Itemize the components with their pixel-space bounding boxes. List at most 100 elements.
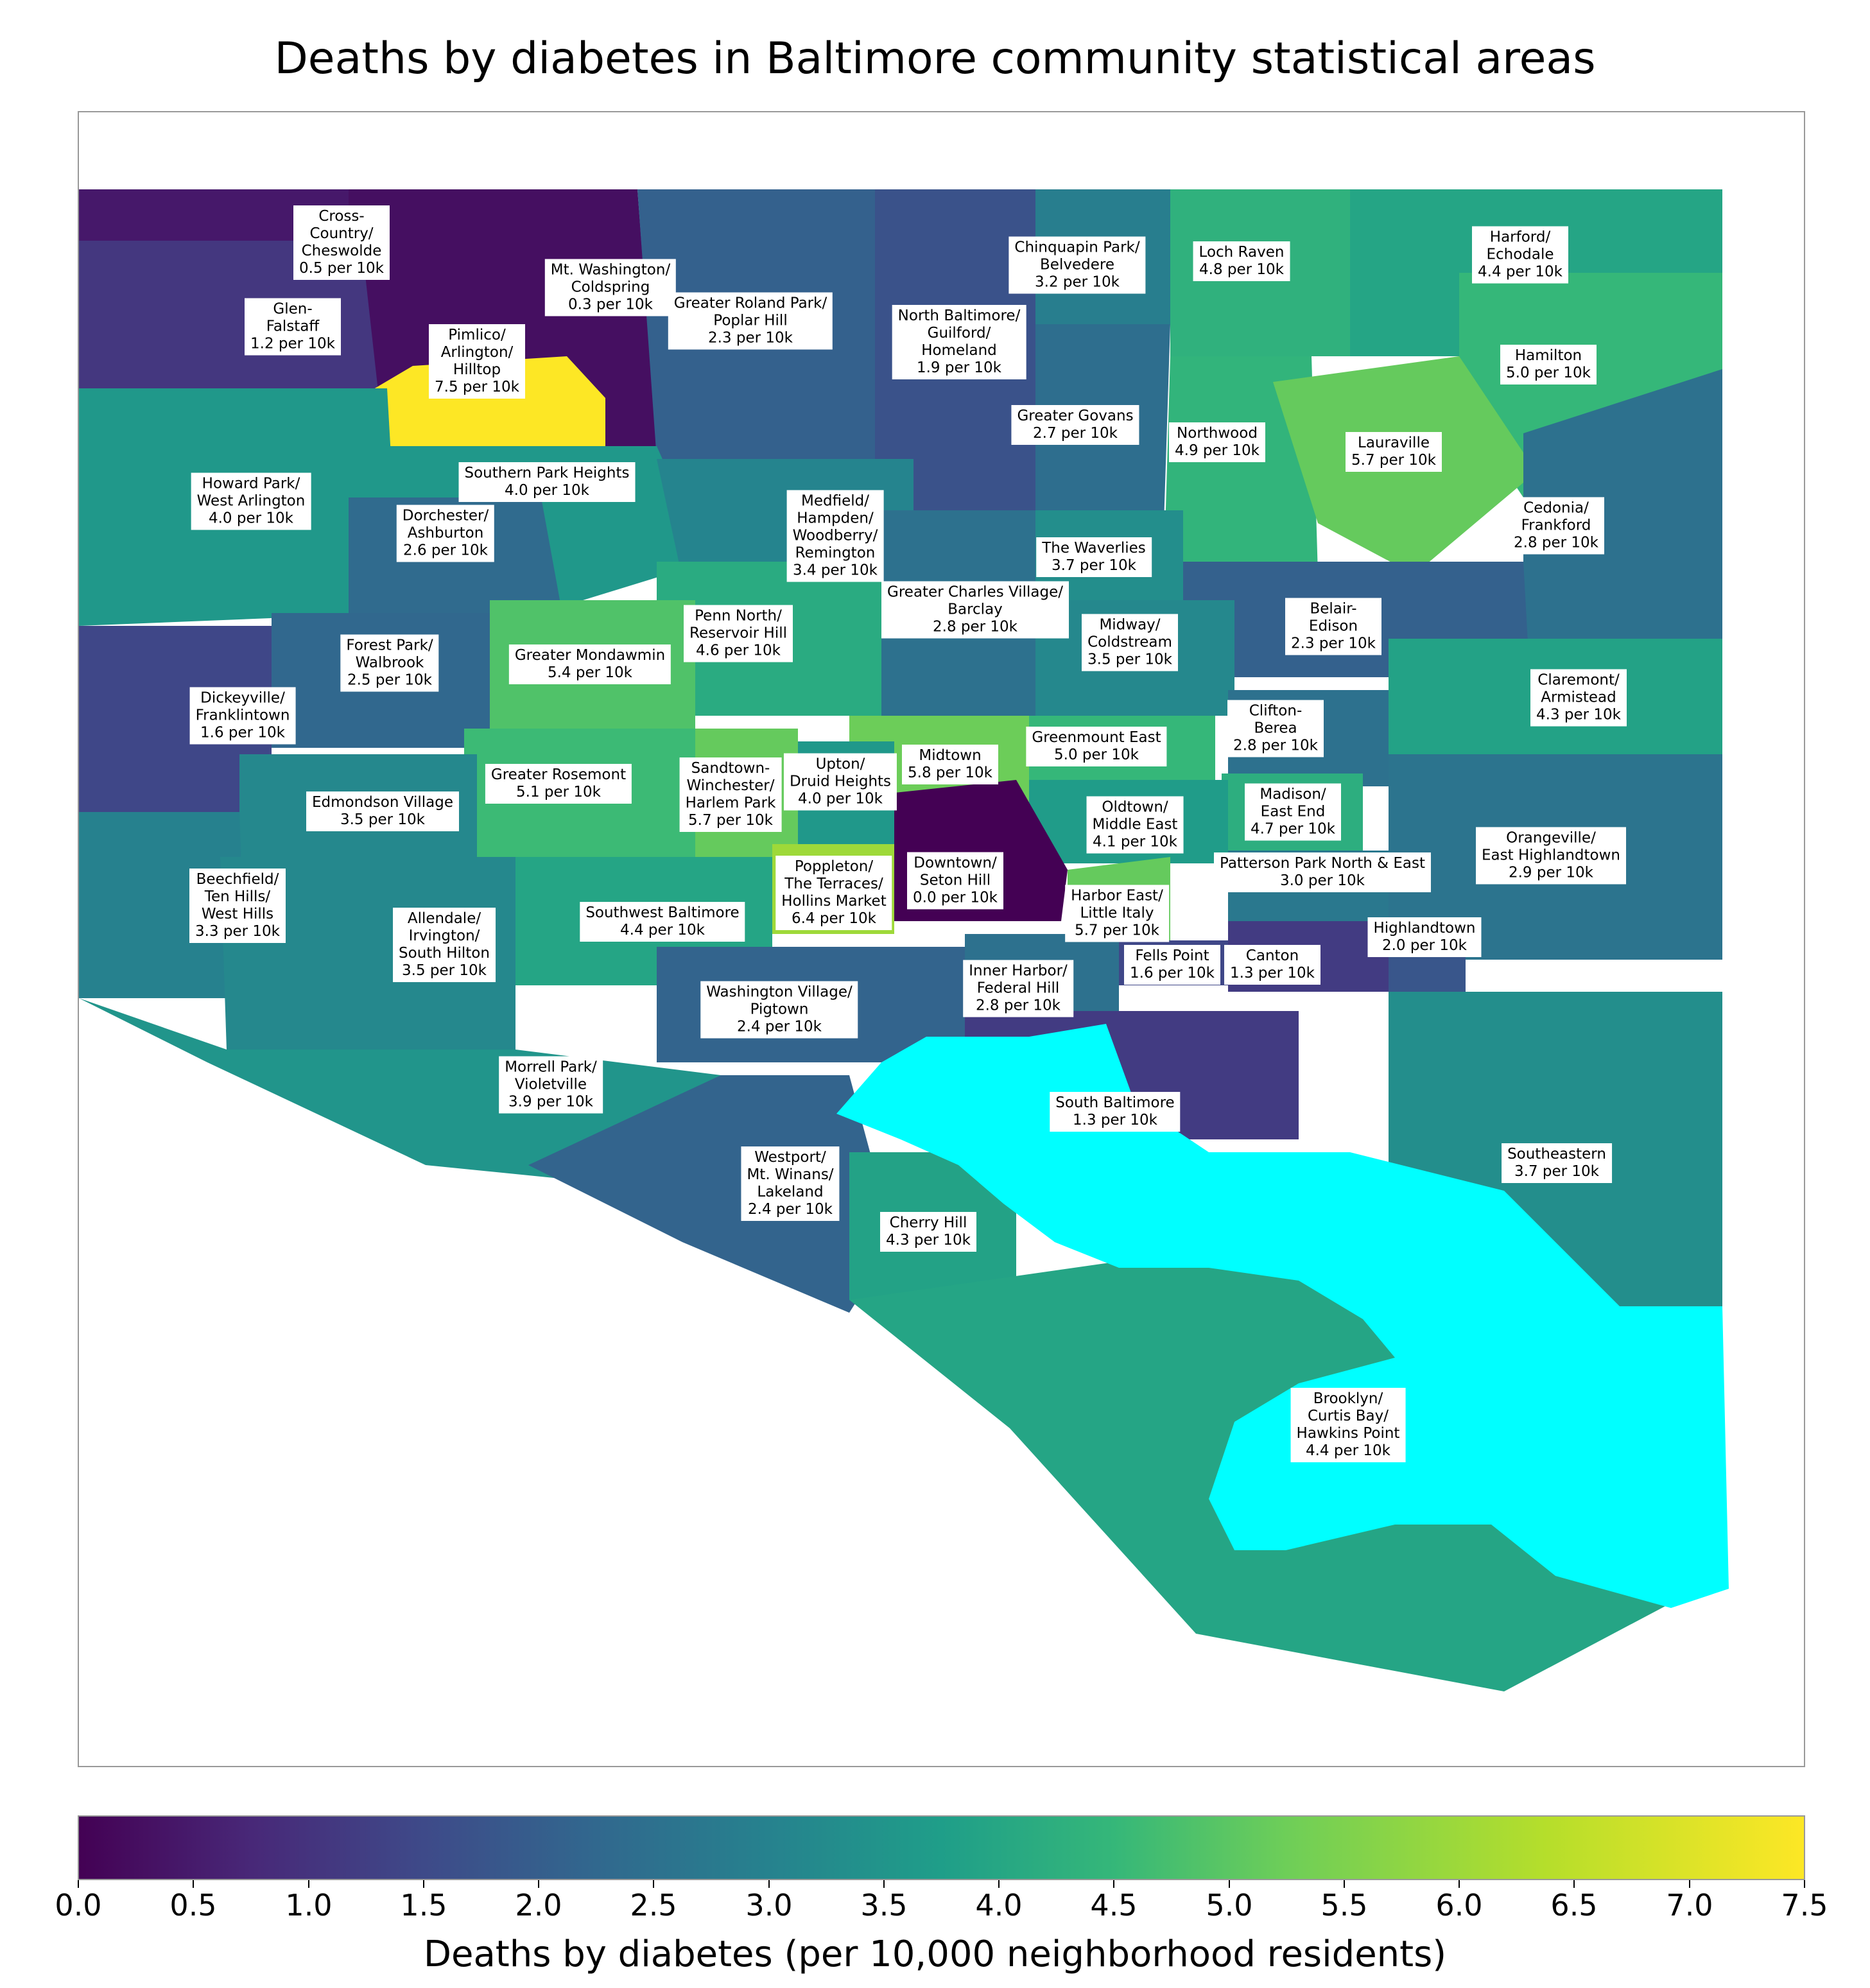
colorbar-tick-label: 4.0	[975, 1888, 1023, 1923]
area-label-inner-harbor: Inner Harbor/Federal Hill 2.8 per 10k	[963, 960, 1073, 1017]
area-value: 1.3 per 10k	[1230, 965, 1315, 981]
area-label-oldtown: Oldtown/Middle East 4.1 per 10k	[1086, 796, 1184, 854]
area-name-line: Franklintown	[195, 707, 290, 724]
colorbar-tick-mark	[768, 1880, 770, 1888]
area-name-line: Beechfield/	[196, 871, 279, 888]
area-name-line: Barclay	[948, 601, 1003, 618]
area-label-mt-washington: Mt. Washington/Coldspring 0.3 per 10k	[544, 259, 677, 316]
area-name-line: Arlington/	[440, 344, 514, 361]
area-name-line: Southwest Baltimore	[585, 904, 740, 921]
area-name-line: Belair-	[1310, 600, 1357, 618]
area-label-canton: Canton 1.3 per 10k	[1224, 945, 1320, 985]
area-value: 2.5 per 10k	[347, 671, 432, 689]
colorbar-tick-mark	[1344, 1880, 1345, 1888]
area-name-line: Oldtown/	[1102, 799, 1168, 816]
area-name-line: Greater Govans	[1017, 408, 1134, 424]
area-label-northwood: Northwood 4.9 per 10k	[1169, 422, 1265, 462]
area-name-line: Greater Rosemont	[490, 766, 627, 783]
area-value: 4.0 per 10k	[798, 790, 883, 808]
area-name-line: Reservoir Hill	[689, 625, 787, 642]
area-value: 2.7 per 10k	[1033, 425, 1118, 442]
area-name-line: Coldstream	[1087, 634, 1172, 651]
area-name-line: Harford/	[1489, 229, 1551, 246]
area-name-line: Irvington/	[408, 928, 480, 944]
colorbar-tick-mark	[1573, 1880, 1575, 1888]
colorbar-tick-mark	[1689, 1880, 1690, 1888]
area-value: 1.3 per 10k	[1073, 1112, 1157, 1128]
area-label-hamilton: Hamilton 5.0 per 10k	[1500, 345, 1597, 385]
area-value: 2.8 per 10k	[1233, 737, 1318, 754]
colorbar-tick-label: 3.0	[745, 1888, 793, 1923]
area-value: 2.8 per 10k	[933, 618, 1017, 635]
area-name-line: Cherry Hill	[889, 1214, 967, 1231]
area-name-line: Greater Roland Park/	[673, 295, 827, 312]
area-value: 2.0 per 10k	[1381, 937, 1467, 954]
area-value: 0.0 per 10k	[913, 889, 998, 906]
area-value: 4.6 per 10k	[696, 642, 781, 659]
colorbar-tick-mark	[1459, 1880, 1460, 1888]
area-value: 2.9 per 10k	[1508, 864, 1593, 881]
area-name-line: Coldspring	[571, 279, 650, 296]
area-name-line: Orangeville/	[1506, 829, 1596, 847]
area-value: 2.4 per 10k	[748, 1201, 833, 1218]
area-name-line: Lauraville	[1358, 435, 1430, 451]
area-label-allendale: Allendale/Irvington/South Hilton 3.5 per …	[393, 908, 496, 982]
area-value: 5.1 per 10k	[516, 784, 601, 800]
area-name-line: Midway/	[1099, 616, 1161, 634]
area-label-howard-park: Howard Park/West Arlington 4.0 per 10k	[191, 472, 311, 530]
colorbar-tick-mark	[78, 1880, 79, 1888]
colorbar-tick-label: 1.0	[285, 1888, 333, 1923]
area-value: 2.8 per 10k	[975, 997, 1061, 1014]
area-value: 3.5 per 10k	[402, 962, 487, 979]
area-name-line: Hampden/	[797, 510, 874, 527]
area-name-line: Southeastern	[1507, 1146, 1606, 1163]
area-value: 3.5 per 10k	[1087, 651, 1172, 668]
area-label-orangeville: Orangeville/East Highlandtown 2.9 per 10k	[1476, 827, 1626, 885]
region-beechfield	[79, 812, 246, 998]
colorbar-tick-label: 2.0	[515, 1888, 562, 1923]
area-label-lauraville: Lauraville 5.7 per 10k	[1346, 432, 1442, 472]
area-value: 4.4 per 10k	[1305, 1442, 1390, 1459]
area-label-greater-charles-village: Greater Charles Village/Barclay 2.8 per 1…	[881, 581, 1069, 639]
area-name-line: Hollins Market	[781, 893, 887, 910]
area-name-line: Falstaff	[266, 318, 320, 335]
area-label-medfield: Medfield/Hampden/Woodberry/Remington 3.4 …	[786, 490, 884, 582]
area-name-line: Frankford	[1521, 517, 1591, 534]
area-name-line: Canton	[1245, 947, 1299, 964]
area-value: 5.7 per 10k	[1351, 452, 1436, 469]
area-name-line: Sandtown-	[691, 760, 770, 777]
area-label-midtown: Midtown 5.8 per 10k	[902, 745, 998, 784]
area-label-morrell-park: Morrell Park/Violetville 3.9 per 10k	[499, 1056, 603, 1114]
area-value: 5.8 per 10k	[908, 765, 992, 781]
area-name-line: Hilltop	[453, 361, 501, 378]
area-name-line: Greenmount East	[1032, 729, 1161, 746]
area-label-harford-echodale: Harford/Echodale 4.4 per 10k	[1472, 226, 1568, 284]
area-value: 4.3 per 10k	[1536, 706, 1621, 723]
area-label-beechfield: Beechfield/Ten Hills/West Hills 3.3 per 1…	[189, 869, 286, 943]
area-name-line: Dorchester/	[402, 507, 489, 524]
area-name-line: Allendale/	[407, 910, 481, 927]
area-name-line: Little Italy	[1080, 904, 1154, 922]
area-label-southeastern: Southeastern 3.7 per 10k	[1502, 1143, 1612, 1183]
area-label-harbor-east: Harbor East/Little Italy 5.7 per 10k	[1065, 885, 1169, 942]
area-label-southwest-baltimore: Southwest Baltimore 4.4 per 10k	[580, 902, 745, 942]
area-name-line: Fells Point	[1135, 947, 1209, 964]
area-name-line: Middle East	[1092, 816, 1178, 833]
area-value: 1.6 per 10k	[200, 724, 285, 741]
area-value: 3.7 per 10k	[1514, 1163, 1599, 1180]
area-value: 4.7 per 10k	[1251, 820, 1335, 838]
area-label-greenmount-east: Greenmount East 5.0 per 10k	[1026, 727, 1167, 766]
area-label-midway: Midway/Coldstream 3.5 per 10k	[1082, 614, 1178, 671]
area-name-line: Upton/	[815, 756, 865, 773]
area-name-line: The Terraces/	[784, 876, 883, 892]
area-name-line: Washington Village/	[706, 983, 853, 1001]
area-name-line: East End	[1260, 803, 1326, 820]
area-name-line: Cross-	[318, 208, 365, 225]
area-name-line: Glen-	[273, 300, 313, 318]
area-name-line: Howard Park/	[202, 475, 300, 492]
area-label-brooklyn: Brooklyn/Curtis Bay/Hawkins Point 4.4 per…	[1290, 1388, 1406, 1462]
area-name-line: Violetville	[514, 1076, 587, 1093]
area-name-line: Chinquapin Park/	[1014, 239, 1140, 256]
area-name-line: Belvedere	[1040, 256, 1114, 273]
area-name-line: Walbrook	[355, 654, 424, 671]
